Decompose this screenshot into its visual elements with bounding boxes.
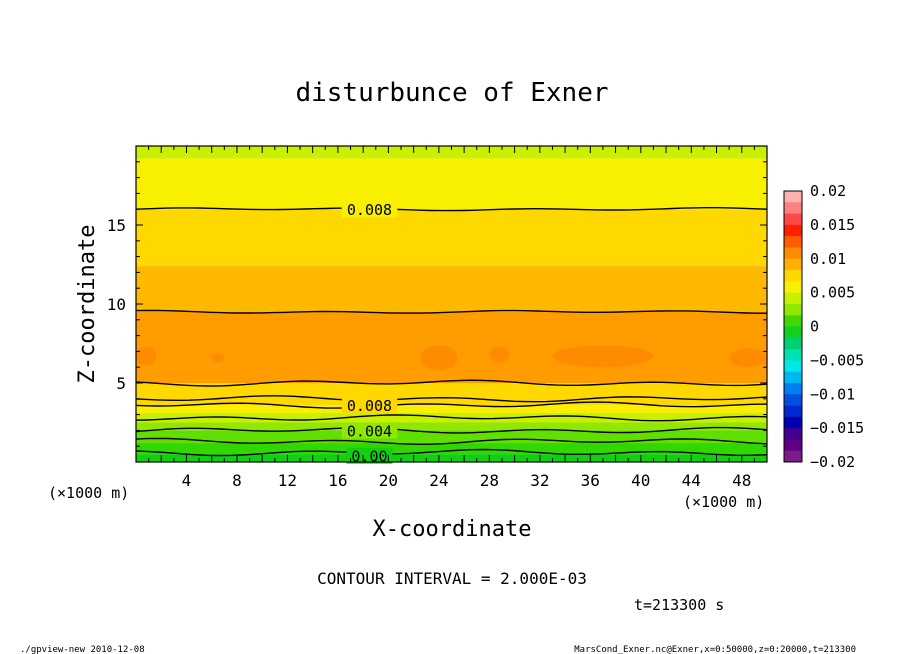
colorbar-swatch: [784, 258, 802, 271]
x-axis: 4 8 12 16 20 24 28 32 36 40 44 48: [148, 146, 755, 490]
colorbar-swatch: [784, 202, 802, 215]
contour-label-bg: [341, 397, 398, 414]
contour-line: [135, 437, 768, 446]
colorbar-swatch: [784, 315, 802, 327]
contour-line: [135, 207, 768, 212]
plot-patches: [136, 345, 767, 371]
colorbar-tick-label: 0.005: [810, 284, 855, 302]
colorbar-swatch: [784, 382, 802, 395]
colorbar-tick-label: 0.015: [810, 216, 855, 234]
colorbar-swatch: [784, 247, 802, 260]
y-tick-label: 15: [107, 216, 126, 235]
contour-label-bg: [341, 201, 398, 218]
colorbar-frame: [783, 190, 803, 463]
max-patch: [419, 345, 458, 371]
x-tick-label: 16: [328, 471, 347, 490]
footer-left: ./gpview-new 2010-12-08: [20, 645, 145, 654]
max-patch: [729, 348, 767, 368]
contour-line: [135, 395, 768, 403]
colorbar-swatch: [784, 326, 802, 339]
x-unit-left: (×1000 m): [48, 484, 129, 502]
x-tick-label: 8: [232, 471, 242, 490]
colorbar-swatch: [784, 405, 802, 418]
contour-label-bg: [341, 422, 398, 439]
time-text: t=213300 s: [634, 596, 724, 614]
fill-band: [136, 266, 767, 312]
colorbar-swatch: [784, 281, 802, 294]
x-tick-label: 40: [631, 471, 650, 490]
chart-title: disturbunce of Exner: [295, 78, 608, 108]
x-tick-label: 24: [429, 471, 448, 490]
y-axis: 5 10 15: [107, 161, 767, 447]
colorbar-swatch: [784, 450, 802, 463]
x-tick-label: 44: [682, 471, 701, 490]
x-tick-label: 20: [379, 471, 398, 490]
colorbar-swatch: [784, 439, 802, 452]
plot-fill-bands: [136, 146, 767, 462]
contour-label: 0.004: [347, 422, 392, 440]
fill-band: [136, 405, 767, 414]
footer-right: MarsCond_Exner.nc@Exner,x=0:50000,z=0:20…: [574, 645, 856, 654]
contour-line: [135, 379, 768, 387]
contour-line: [135, 414, 768, 422]
colorbar-swatch: [784, 416, 802, 429]
contour-line: [135, 309, 768, 314]
colorbar-tick-label: 0.02: [810, 182, 846, 200]
colorbar-tick-label: 0.01: [810, 250, 846, 268]
max-patch: [489, 346, 510, 363]
colorbar-swatch: [784, 236, 802, 248]
x-tick-label: 48: [732, 471, 751, 490]
colorbar: 0.02 0.015 0.01 0.005 0 −0.005 −0.01 −0.015 −0.0…: [783, 182, 864, 471]
x-tick-label: 32: [530, 471, 549, 490]
contour-label: 0.008: [347, 397, 392, 415]
contour-line: [135, 448, 768, 457]
fill-band: [136, 430, 767, 444]
colorbar-swatch: [784, 349, 802, 361]
colorbar-swatch: [784, 303, 802, 316]
x-tick-label: 36: [581, 471, 600, 490]
x-tick-label: 12: [278, 471, 297, 490]
colorbar-swatch: [784, 270, 802, 282]
fill-band: [136, 158, 767, 210]
contour-interval-text: CONTOUR INTERVAL = 2.000E-03: [317, 569, 587, 588]
max-patch: [552, 345, 654, 368]
colorbar-swatch: [784, 213, 802, 226]
colorbar-tick-label: −0.01: [810, 385, 855, 403]
max-patch: [136, 346, 157, 366]
fill-band: [136, 383, 767, 406]
fill-band: [136, 422, 767, 431]
colorbar-swatch: [784, 224, 802, 237]
fill-band: [136, 146, 767, 159]
y-tick-label: 10: [107, 295, 126, 314]
max-patch: [211, 352, 225, 363]
x-tick-label: 28: [480, 471, 499, 490]
contour-lines: [135, 207, 768, 457]
x-unit-right: (×1000 m): [683, 493, 764, 511]
contour-line: [135, 401, 768, 409]
contour-label: 0.008: [347, 201, 392, 219]
contour-label-bg: [346, 447, 393, 464]
colorbar-swatch: [784, 292, 802, 305]
x-tick-label: 4: [182, 471, 192, 490]
y-tick-label: 5: [116, 374, 126, 393]
fill-band: [136, 209, 767, 267]
colorbar-swatch: [784, 191, 802, 203]
colorbar-tick-label: −0.015: [810, 419, 864, 437]
colorbar-swatch: [784, 394, 802, 407]
colorbar-swatch: [784, 428, 802, 440]
colorbar-swatch: [784, 371, 802, 384]
colorbar-tick-label: 0: [810, 318, 819, 336]
x-axis-label: X-coordinate: [373, 517, 532, 542]
colorbar-swatch: [784, 337, 802, 350]
fill-band: [136, 311, 767, 383]
contour-line: [135, 426, 768, 434]
colorbar-tick-label: −0.02: [810, 453, 855, 471]
colorbar-tick-label: −0.005: [810, 351, 864, 369]
colorbar-swatch: [784, 360, 802, 373]
y-axis-label: Z-coordinate: [75, 225, 100, 384]
contour-labels: 0.008 0.008 0.004 0.00: [341, 201, 398, 466]
fill-band: [136, 443, 767, 455]
contour-label: 0.00: [351, 448, 387, 466]
